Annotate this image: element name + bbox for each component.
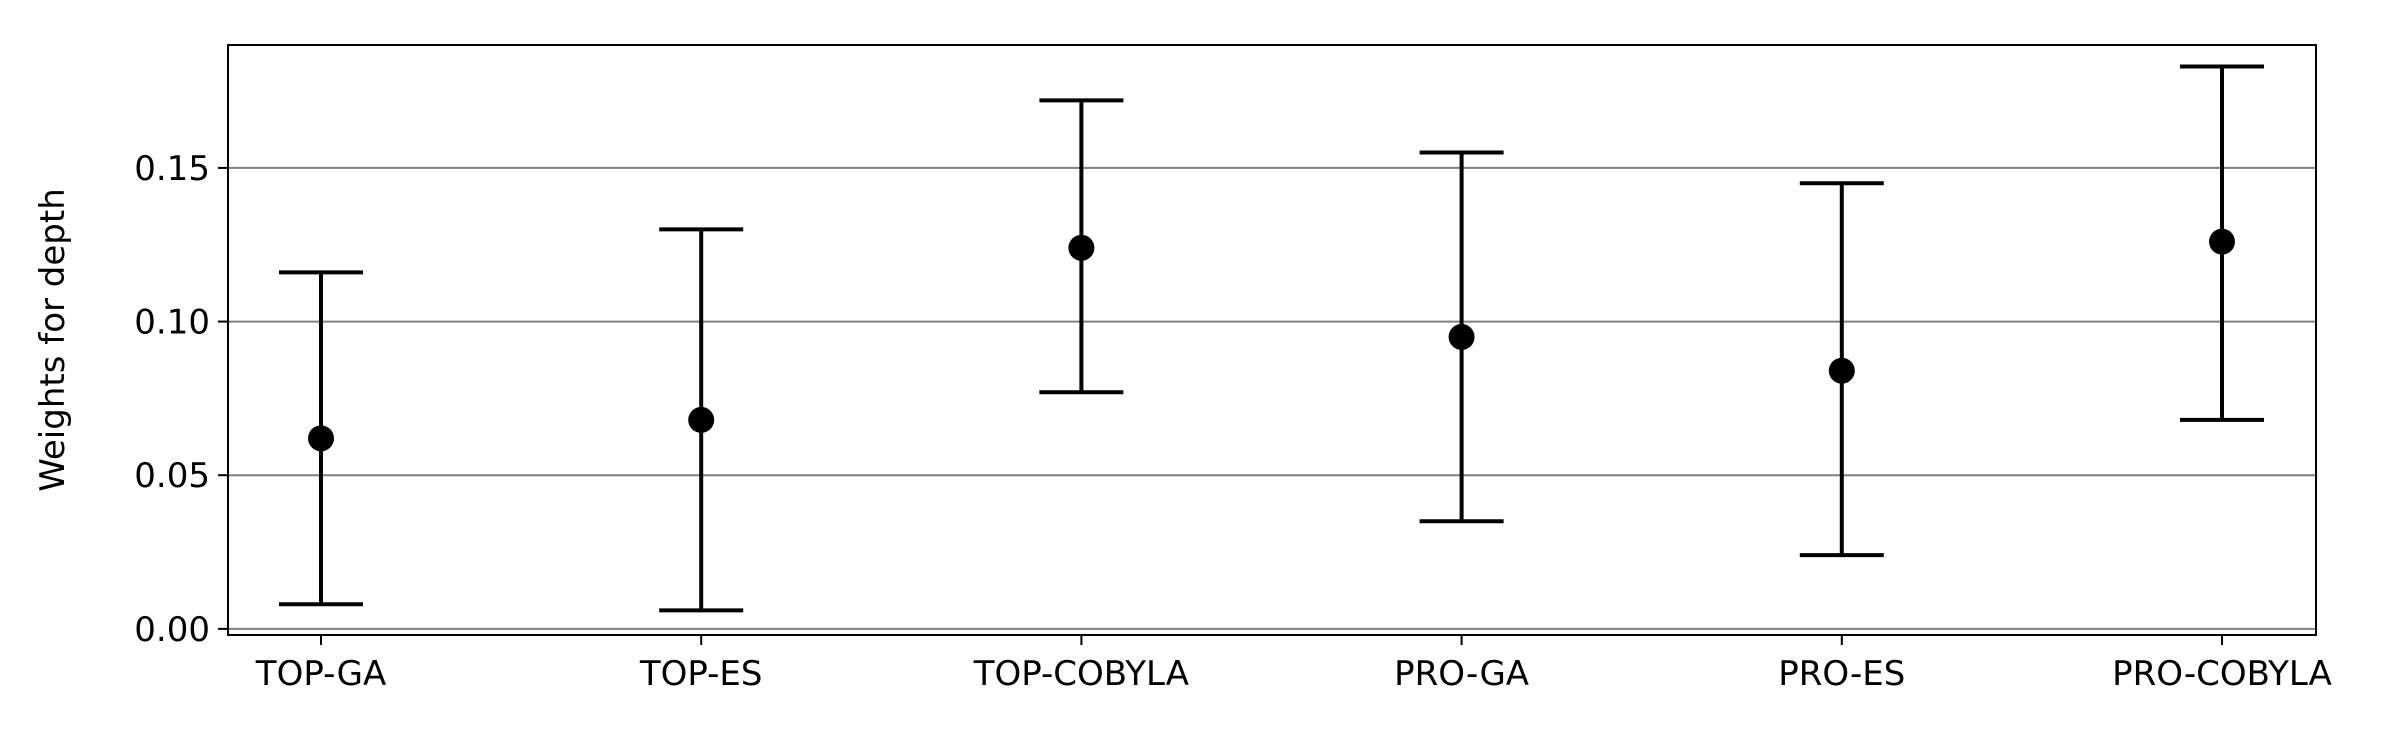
data-point <box>1828 357 1855 384</box>
data-points <box>308 228 2235 452</box>
error-bars <box>279 64 2264 613</box>
x-tick-label: PRO-ES <box>1778 654 1905 694</box>
y-tick-label: 0.05 <box>134 456 210 496</box>
data-point <box>688 406 715 433</box>
x-tick-label: PRO-COBYLA <box>2112 654 2332 694</box>
y-axis-ticks: 0.00 0.05 0.10 0.15 <box>134 149 228 650</box>
data-point <box>1448 323 1475 350</box>
x-tick-label: TOP-ES <box>639 654 763 694</box>
gridlines <box>228 166 2316 630</box>
y-axis-label: Weights for depth <box>33 188 73 492</box>
x-tick-label: TOP-GA <box>255 654 386 694</box>
data-point <box>2209 228 2235 255</box>
data-point <box>308 425 334 452</box>
x-tick-label: PRO-GA <box>1394 654 1529 694</box>
plot-frame <box>227 44 2317 636</box>
y-tick-label: 0.15 <box>134 149 210 189</box>
y-tick-label: 0.10 <box>134 303 210 343</box>
x-tick-label: TOP-COBYLA <box>973 654 1189 694</box>
x-axis-ticks: TOP-GA TOP-ES TOP-COBYLA PRO-GA PRO-ES PRO-CO… <box>255 635 2332 694</box>
y-tick-label: 0.00 <box>134 610 210 650</box>
data-point <box>1068 234 1095 261</box>
